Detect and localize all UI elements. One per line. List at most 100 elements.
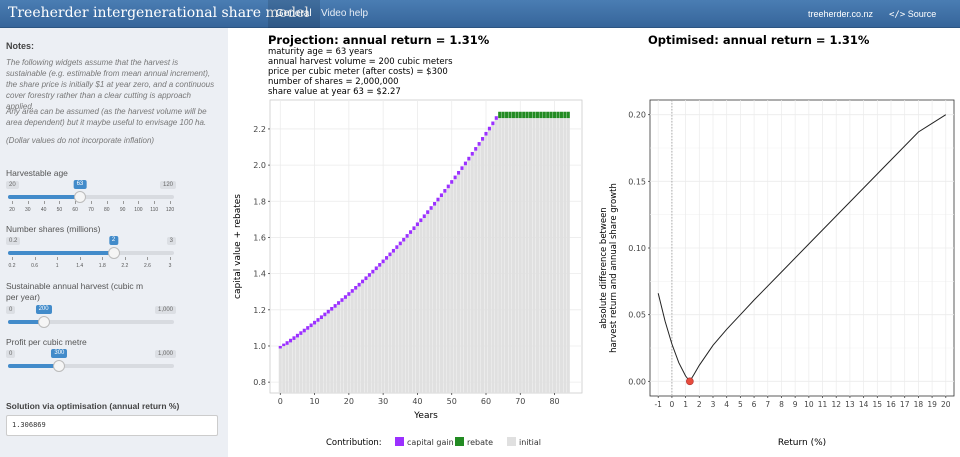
bar-rebate <box>542 111 546 119</box>
bar-initial <box>481 140 485 393</box>
tab-video-help[interactable]: Video help <box>321 8 369 19</box>
bar-capital-gain <box>463 161 467 166</box>
bar-capital-gain <box>405 234 409 238</box>
slider-tick-label: 50 <box>56 207 63 213</box>
tab-general[interactable]: General <box>268 0 320 28</box>
slider-tick-label: 120 <box>165 207 175 213</box>
slider-tick-label: 40 <box>40 207 47 213</box>
bar-initial <box>302 332 306 393</box>
bar-capital-gain <box>367 273 371 277</box>
x-tick-label: 18 <box>914 400 924 409</box>
bar-capital-gain <box>467 156 471 161</box>
slider-value-label: 200 <box>35 305 52 314</box>
profit-slider[interactable]: 0 1,000 300 <box>6 349 176 384</box>
source-code-link[interactable]: </> Source Code <box>889 0 960 48</box>
bar-capital-gain <box>302 328 306 333</box>
bar-capital-gain <box>374 266 378 271</box>
bar-capital-gain <box>474 147 478 151</box>
number-shares-slider[interactable]: 0.2 3 2 0.2 0.6 1 1.4 1.8 2.2 2.6 3 <box>6 236 176 271</box>
bar-initial <box>326 313 330 393</box>
slider-handle[interactable] <box>107 247 120 259</box>
slider-track[interactable] <box>8 195 174 199</box>
x-tick-label: 3 <box>711 400 716 409</box>
slider-min-label: 20 <box>6 181 19 189</box>
harvestable-age-slider[interactable]: 20 120 63 20 30 40 50 60 70 80 90 100 110 120 <box>6 180 176 215</box>
site-link[interactable]: treeherder.co.nz <box>808 9 874 19</box>
slider-tick-mark <box>91 201 92 204</box>
slider-fill <box>8 320 44 324</box>
slider-max-label: 120 <box>159 181 176 189</box>
y-tick-label: 1.8 <box>253 197 266 206</box>
bar-initial <box>563 118 567 393</box>
x-tick-label: 12 <box>831 400 841 409</box>
bar-capital-gain <box>319 315 323 320</box>
bar-rebate <box>501 111 505 119</box>
top-navbar: Treeherder intergenerational share model… <box>0 0 960 48</box>
bar-initial <box>443 192 447 393</box>
x-tick-label: 60 <box>481 397 491 406</box>
x-tick-label: 40 <box>412 397 422 406</box>
slider-track[interactable] <box>8 320 174 324</box>
y-tick-label: 0.8 <box>253 378 266 387</box>
y-tick-label: 0.00 <box>628 377 646 386</box>
y-tick-label: 1.4 <box>253 270 266 279</box>
bar-initial <box>542 118 546 393</box>
slider-tick-mark <box>79 257 81 260</box>
bar-rebate <box>529 111 533 119</box>
bar-initial <box>409 233 413 393</box>
bar-rebate <box>566 111 570 119</box>
bar-capital-gain <box>343 295 347 299</box>
bar-initial <box>354 289 358 393</box>
annual-harvest-label: Sustainable annual harvest (cubic m per … <box>6 281 144 302</box>
slider-tick-label: 100 <box>134 207 143 213</box>
slider-tick-label: 110 <box>150 207 159 213</box>
slider-max-label: 3 <box>166 237 176 245</box>
y-tick-label: 0.15 <box>628 177 646 186</box>
slider-fill <box>8 195 80 199</box>
slider-handle[interactable] <box>37 316 50 328</box>
bar-rebate <box>559 111 563 119</box>
bar-capital-gain <box>477 142 481 146</box>
x-tick-label: -1 <box>654 400 662 409</box>
bar-initial <box>511 118 515 393</box>
y-tick-label: 1.2 <box>253 306 266 315</box>
slider-fill <box>8 364 60 368</box>
slider-handle[interactable] <box>53 360 66 372</box>
bar-capital-gain <box>491 121 495 126</box>
slider-tick-label: 1 <box>55 263 59 269</box>
bar-initial <box>518 118 522 393</box>
bar-initial <box>381 263 385 393</box>
x-tick-label: 5 <box>738 400 743 409</box>
solution-heading: Solution via optimisation (annual return… <box>6 401 180 411</box>
sidebar-panel: Notes: The following widgets assume that… <box>0 28 228 457</box>
x-tick-label: 6 <box>752 400 757 409</box>
source-code-label: Source Code <box>889 9 937 48</box>
slider-tick-label: 60 <box>72 207 78 213</box>
slider-track[interactable] <box>8 364 174 368</box>
bar-rebate <box>546 111 550 119</box>
bar-capital-gain <box>388 252 392 257</box>
legend-label: initial <box>519 438 541 447</box>
bar-capital-gain <box>402 237 406 242</box>
bar-capital-gain <box>350 289 354 293</box>
slider-tick-label: 30 <box>25 207 31 213</box>
bar-capital-gain <box>330 306 334 311</box>
bar-capital-gain <box>347 292 351 296</box>
x-tick-label: 30 <box>378 397 388 406</box>
bar-capital-gain <box>381 259 385 264</box>
annual-harvest-slider[interactable]: 0 1,000 200 <box>6 305 176 340</box>
bar-capital-gain <box>391 248 395 253</box>
bar-initial <box>299 334 303 393</box>
slider-tick-mark <box>154 201 156 204</box>
bar-capital-gain <box>470 151 474 156</box>
bar-capital-gain <box>446 184 450 189</box>
projection-summary: Projection: annual return = 1.31% maturi… <box>268 33 489 97</box>
bar-initial <box>398 245 402 393</box>
y-axis-label: capital value + rebates <box>233 194 243 299</box>
slider-handle[interactable] <box>73 191 86 203</box>
slider-max-label: 1,000 <box>154 350 176 358</box>
slider-tick-label: 70 <box>88 207 94 213</box>
y-tick-label: 2.0 <box>253 161 266 170</box>
x-axis-label: Return (%) <box>778 438 826 448</box>
x-tick-label: 2 <box>697 400 702 409</box>
